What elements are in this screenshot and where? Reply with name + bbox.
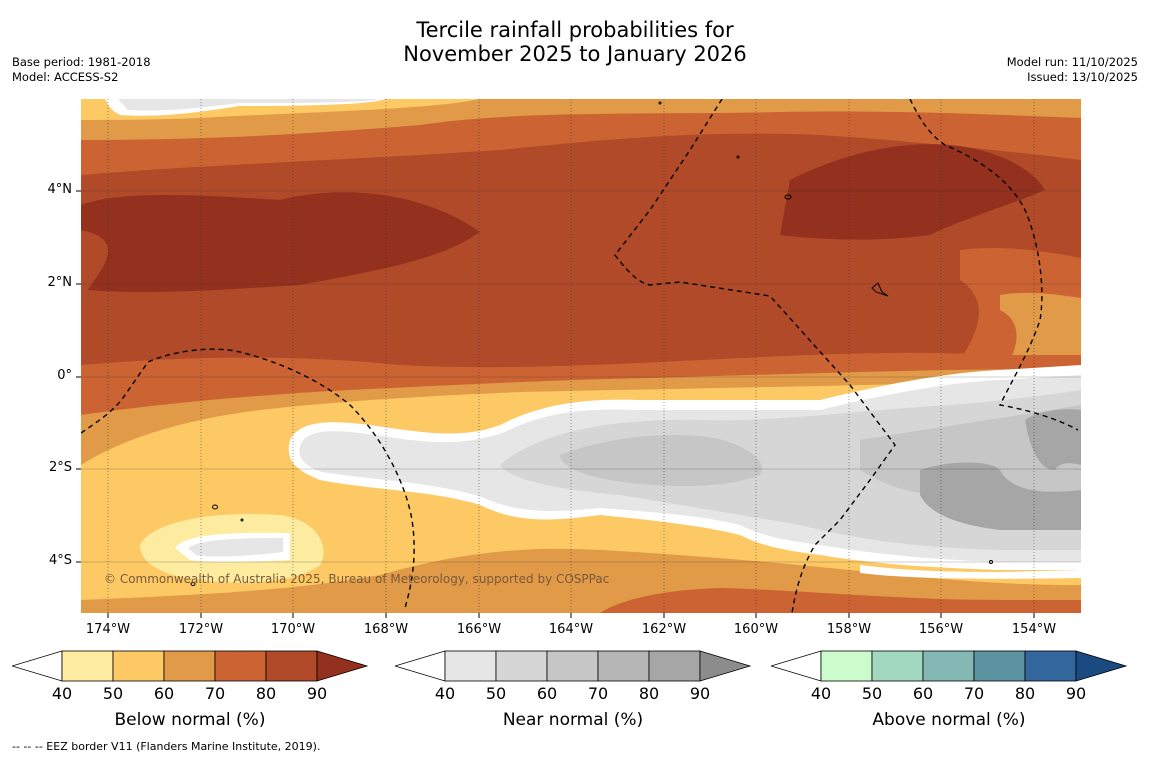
lat-label-4s: 4°S	[48, 553, 72, 568]
contour-near-north	[118, 99, 380, 111]
cb-near-swatch-60	[546, 650, 599, 682]
cb-above-swatch-80	[1024, 650, 1077, 682]
cb-below-swatch-60	[163, 650, 216, 682]
cb-near-swatch-50	[495, 650, 548, 682]
lon-label-164w: 164°W	[548, 622, 594, 637]
cb-below-tick: 50	[102, 684, 124, 703]
cb-below-swatch-70	[214, 650, 267, 682]
cb-above-tick: 80	[1014, 684, 1036, 703]
contour-below-60-east	[1000, 292, 1081, 360]
title-line-2: November 2025 to January 2026	[403, 42, 747, 66]
meta-left: Base period: 1981-2018 Model: ACCESS-S2	[12, 55, 151, 85]
contour-below-90-east	[780, 144, 1045, 240]
cb-near-min-triangle	[393, 650, 446, 682]
lon-label-168w: 168°W	[363, 622, 409, 637]
contour-white-south	[860, 565, 1081, 579]
cb-above-swatch-40	[820, 650, 873, 682]
cb-above-swatch-70	[973, 650, 1026, 682]
model-run: Model run: 11/10/2025	[1006, 55, 1138, 69]
cb-below-tick: 40	[51, 684, 73, 703]
cb-below-label: Below normal (%)	[114, 710, 266, 730]
eez-footnote: -- -- -- EEZ border V11 (Flanders Marine…	[12, 740, 321, 753]
latitude-gridlines	[81, 190, 1081, 563]
cb-near-tick: 70	[587, 684, 609, 703]
cb-near-tick: 40	[434, 684, 456, 703]
base-period: Base period: 1981-2018	[12, 55, 151, 69]
cb-near-max-triangle	[699, 650, 752, 682]
cb-above-min-triangle	[769, 650, 822, 682]
map-title: Tercile rainfall probabilities for Novem…	[0, 18, 1150, 66]
contour-near-80-a	[920, 462, 1081, 530]
cb-near-tick: 50	[485, 684, 507, 703]
lon-label-162w: 162°W	[641, 622, 687, 637]
cb-near-tick: 60	[536, 684, 558, 703]
cb-below-tick: 90	[306, 684, 328, 703]
cb-below-tick: 70	[204, 684, 226, 703]
colorbar-near: 40 50 60 70 80 90 Near normal (%)	[393, 650, 755, 730]
lon-label-160w: 160°W	[733, 622, 779, 637]
cb-near-swatch-40	[444, 650, 497, 682]
issued-date: Issued: 13/10/2025	[1027, 70, 1138, 84]
lon-label-172w: 172°W	[178, 622, 224, 637]
contour-below-70-south	[600, 588, 1081, 613]
cb-above-max-triangle	[1075, 650, 1128, 682]
copyright-notice: © Commonwealth of Australia 2025, Bureau…	[104, 572, 610, 586]
meta-right: Model run: 11/10/2025 Issued: 13/10/2025	[1007, 55, 1138, 85]
contour-near-southwest	[188, 538, 283, 557]
contour-near-60-a	[560, 434, 762, 487]
lat-label-2n: 2°N	[47, 275, 73, 290]
cb-near-tick: 80	[638, 684, 660, 703]
colorbar-below-scale	[10, 650, 369, 682]
lon-label-154w: 154°W	[1011, 622, 1057, 637]
cb-below-tick: 60	[153, 684, 175, 703]
cb-above-tick: 60	[912, 684, 934, 703]
cb-below-min-triangle	[10, 650, 63, 682]
cb-above-tick: 70	[963, 684, 985, 703]
model-name: Model: ACCESS-S2	[12, 70, 119, 84]
cb-below-tick: 80	[255, 684, 277, 703]
cb-above-tick: 50	[861, 684, 883, 703]
lon-label-170w: 170°W	[270, 622, 316, 637]
cb-below-swatch-50	[112, 650, 165, 682]
lon-label-174w: 174°W	[85, 622, 131, 637]
colorbar-below: 40 50 60 70 80 90 Below normal (%)	[10, 650, 372, 730]
axis-ticks	[76, 190, 1035, 618]
eez-borders	[81, 99, 1079, 613]
cb-near-swatch-70	[597, 650, 650, 682]
lon-label-166w: 166°W	[456, 622, 502, 637]
colorbar-near-scale	[393, 650, 752, 682]
lon-label-156w: 156°W	[918, 622, 964, 637]
lat-label-2s: 2°S	[48, 460, 72, 475]
lat-label-4n: 4°N	[47, 182, 73, 197]
cb-below-max-triangle	[316, 650, 369, 682]
cb-above-tick: 90	[1065, 684, 1087, 703]
cb-above-label: Above normal (%)	[872, 710, 1026, 730]
contour-below-90-west	[81, 192, 480, 293]
colorbar-above-scale	[769, 650, 1128, 682]
cb-above-swatch-50	[871, 650, 924, 682]
contour-near-80-b	[1025, 409, 1081, 470]
map-contours	[81, 99, 1081, 613]
cb-below-swatch-80	[265, 650, 318, 682]
cb-near-tick: 90	[689, 684, 711, 703]
cb-near-label: Near normal (%)	[502, 710, 644, 730]
cb-above-tick: 40	[810, 684, 832, 703]
title-line-1: Tercile rainfall probabilities for	[416, 18, 734, 42]
islands	[190, 101, 993, 586]
lat-label-0: 0°	[57, 368, 72, 383]
cb-near-swatch-80	[648, 650, 701, 682]
lon-label-158w: 158°W	[826, 622, 872, 637]
cb-above-swatch-60	[922, 650, 975, 682]
colorbar-above: 40 50 60 70 80 90 Above normal (%)	[769, 650, 1131, 730]
cb-below-swatch-40	[61, 650, 114, 682]
